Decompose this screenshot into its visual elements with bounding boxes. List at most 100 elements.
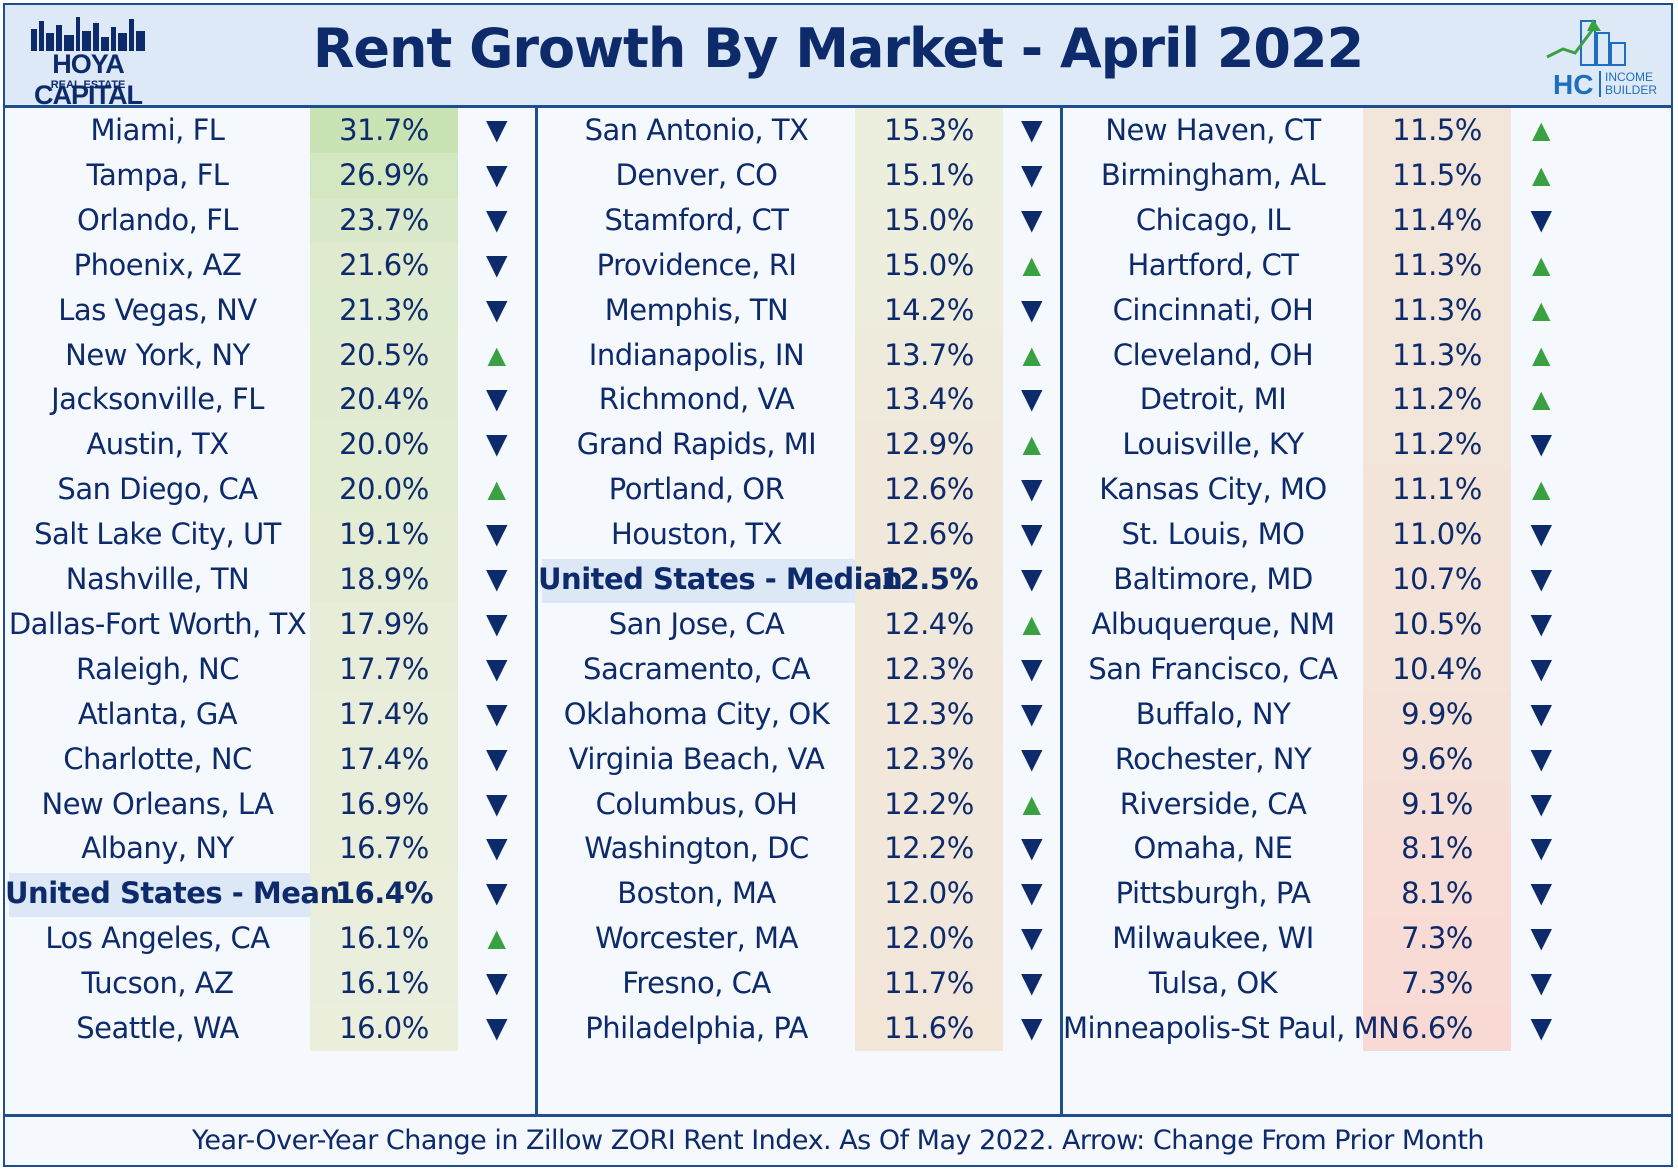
rent-growth-value: 12.4%	[884, 606, 974, 641]
table-row: Sacramento, CA 12.3% ▼	[538, 647, 1060, 692]
arrow-down-icon: ▼	[485, 786, 508, 820]
market-name: Pittsburgh, PA	[1115, 876, 1311, 911]
value-shade	[855, 377, 1003, 423]
rent-growth-value: 11.5%	[1392, 113, 1482, 147]
rent-growth-value: 17.9%	[339, 606, 429, 641]
table-row: St. Louis, MO 11.0% ▼	[1063, 512, 1671, 557]
table-row: Tampa, FL 26.9% ▼	[5, 153, 535, 198]
value-shade	[855, 512, 1003, 558]
table-row: Jacksonville, FL 20.4% ▼	[5, 377, 535, 422]
arrow-down-icon: ▼	[485, 113, 508, 146]
market-name: Baltimore, MD	[1113, 562, 1313, 596]
value-shade	[855, 557, 1003, 603]
table-row: Columbus, OH 12.2% ▲	[538, 782, 1060, 827]
arrow-down-icon: ▼	[1020, 472, 1043, 506]
table-row: Virginia Beach, VA 12.3% ▼	[538, 737, 1060, 782]
market-name: Washington, DC	[584, 831, 809, 866]
arrow-down-icon: ▼	[1020, 876, 1043, 910]
column-divider	[1060, 108, 1063, 1117]
table-row: Memphis, TN 14.2% ▼	[538, 288, 1060, 333]
market-name: Houston, TX	[610, 517, 783, 552]
market-name: Grand Rapids, MI	[576, 427, 817, 462]
arrow-down-icon: ▼	[1530, 921, 1552, 955]
rent-growth-value: 20.0%	[339, 427, 429, 462]
market-name: Hartford, CT	[1127, 247, 1299, 282]
value-shade	[1363, 287, 1511, 333]
arrow-down-icon: ▼	[485, 696, 508, 730]
table-row: Los Angeles, CA 16.1% ▲	[5, 916, 535, 961]
value-shade	[310, 781, 458, 827]
market-name: Milwaukee, WI	[1112, 921, 1314, 956]
table-row: Orlando, FL 23.7% ▼	[5, 198, 535, 243]
market-name: St. Louis, MO	[1121, 517, 1305, 552]
arrow-up-icon: ▲	[1022, 430, 1041, 459]
table-row: Richmond, VA 13.4% ▼	[538, 377, 1060, 422]
table-row: Philadelphia, PA 11.6% ▼	[538, 1006, 1060, 1051]
market-name: San Diego, CA	[57, 472, 258, 507]
table-row: Detroit, MI 11.2% ▲	[1063, 377, 1671, 422]
rent-growth-value: 11.2%	[1392, 382, 1482, 417]
market-name: Albuquerque, NM	[1091, 606, 1335, 641]
summary-highlight	[542, 559, 855, 603]
value-shade	[1363, 871, 1511, 917]
value-shade	[855, 108, 1003, 154]
value-shade	[855, 736, 1003, 782]
table-column-1: Miami, FL 31.7% ▼ Tampa, FL 26.9% ▼ Orlando, F…	[5, 108, 535, 1117]
market-name: Worcester, MA	[595, 921, 798, 956]
arrow-up-icon: ▲	[1532, 250, 1550, 279]
rent-growth-value: 23.7%	[339, 202, 429, 237]
market-name: Salt Lake City, UT	[34, 517, 281, 552]
market-name: Detroit, MI	[1139, 382, 1287, 417]
logo-right-main: HC	[1553, 69, 1594, 100]
value-shade	[1363, 332, 1511, 378]
market-name: Seattle, WA	[76, 1011, 239, 1045]
rent-growth-value: 7.3%	[1401, 921, 1473, 956]
value-shade	[310, 467, 458, 513]
value-shade	[855, 916, 1003, 962]
rent-growth-value: 7.3%	[1401, 966, 1473, 1001]
arrow-down-icon: ▼	[1530, 651, 1552, 685]
value-shade	[1363, 467, 1511, 513]
arrow-down-icon: ▼	[1020, 921, 1043, 955]
arrow-down-icon: ▼	[1530, 966, 1552, 1000]
hoya-capital-logo: HOYA CAPITAL REAL ESTATE	[29, 15, 147, 110]
market-name: Orlando, FL	[77, 202, 238, 237]
market-name: Cincinnati, OH	[1112, 292, 1314, 327]
arrow-up-icon: ▲	[1532, 160, 1550, 189]
value-shade	[855, 467, 1003, 513]
value-shade	[855, 961, 1003, 1007]
value-shade	[310, 601, 458, 648]
arrow-down-icon: ▼	[485, 1011, 508, 1044]
arrow-up-icon: ▲	[487, 924, 506, 953]
rent-growth-value: 12.2%	[884, 786, 974, 821]
rent-growth-value: 11.6%	[884, 1011, 974, 1045]
rent-growth-value: 11.3%	[1392, 337, 1482, 372]
arrow-down-icon: ▼	[1530, 202, 1552, 236]
arrow-down-icon: ▼	[1020, 741, 1043, 775]
rent-growth-value: 9.9%	[1401, 696, 1473, 731]
market-name: Cleveland, OH	[1112, 337, 1314, 372]
value-shade	[310, 108, 458, 154]
table-row: Kansas City, MO 11.1% ▲	[1063, 467, 1671, 512]
arrow-up-icon: ▲	[1532, 295, 1550, 324]
value-shade	[310, 512, 458, 558]
table-row: Indianapolis, IN 13.7% ▲	[538, 333, 1060, 378]
table-row: Dallas-Fort Worth, TX 17.9% ▼	[5, 602, 535, 647]
value-shade	[1363, 377, 1511, 423]
arrow-down-icon: ▼	[1020, 157, 1043, 191]
arrow-down-icon: ▼	[485, 651, 508, 685]
table-row: Phoenix, AZ 21.6% ▼	[5, 243, 535, 288]
rent-growth-value: 12.0%	[884, 921, 974, 956]
rent-growth-value: 12.5%	[879, 562, 979, 596]
value-shade	[310, 691, 458, 738]
table-row: Minneapolis-St Paul, MN 6.6% ▼	[1063, 1006, 1671, 1051]
summary-row: United States - Mean 16.4% ▼	[5, 871, 535, 918]
market-name: Tampa, FL	[86, 157, 229, 192]
arrow-down-icon: ▼	[485, 157, 508, 191]
rent-growth-value: 21.6%	[339, 247, 429, 282]
table-row: Cleveland, OH 11.3% ▲	[1063, 333, 1671, 378]
market-name: Minneapolis-St Paul, MN	[1063, 1011, 1400, 1045]
rent-growth-value: 10.5%	[1392, 606, 1482, 641]
arrow-down-icon: ▼	[1530, 1011, 1552, 1044]
value-shade	[310, 557, 458, 603]
